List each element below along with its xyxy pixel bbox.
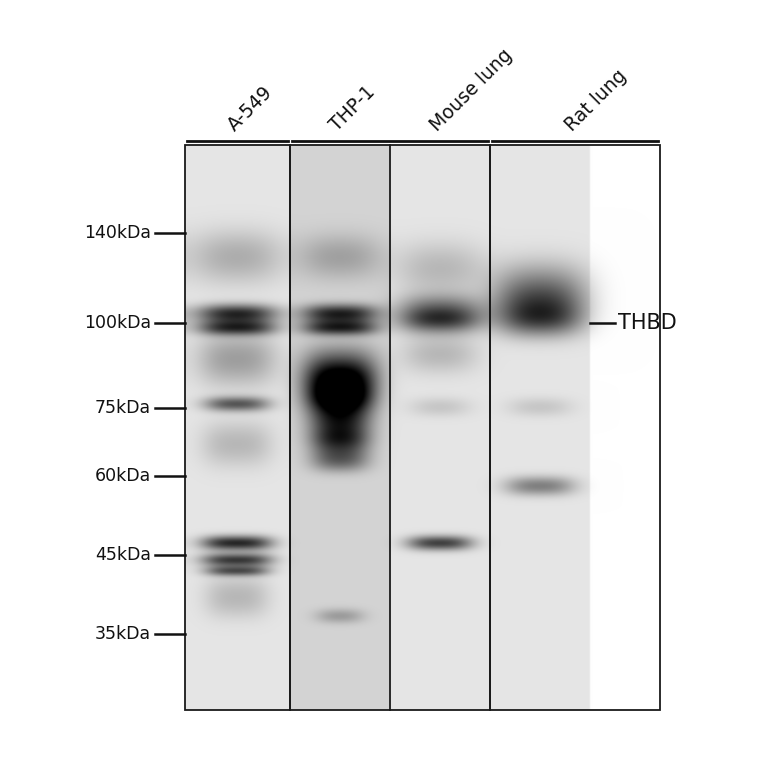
Text: THBD: THBD xyxy=(618,313,677,333)
Text: Mouse lung: Mouse lung xyxy=(426,46,516,135)
Text: 100kDa: 100kDa xyxy=(84,314,151,332)
Text: 45kDa: 45kDa xyxy=(95,545,151,564)
Text: 75kDa: 75kDa xyxy=(95,399,151,416)
Text: 60kDa: 60kDa xyxy=(95,467,151,484)
Bar xyxy=(185,145,290,710)
Text: 140kDa: 140kDa xyxy=(84,224,151,241)
Bar xyxy=(490,145,660,710)
Bar xyxy=(290,145,490,710)
Text: THP-1: THP-1 xyxy=(326,83,379,135)
Text: A-549: A-549 xyxy=(224,83,277,135)
Text: 35kDa: 35kDa xyxy=(95,625,151,643)
Text: Rat lung: Rat lung xyxy=(562,66,630,135)
